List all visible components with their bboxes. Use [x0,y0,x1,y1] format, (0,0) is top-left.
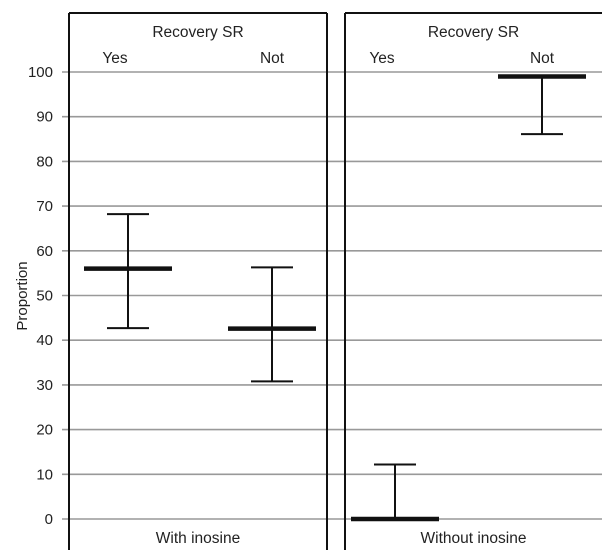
y-axis-label: Proportion [14,261,31,330]
group-label: Not [260,50,285,67]
group-label: Not [530,50,555,67]
y-tick-label: 70 [36,198,53,215]
y-tick-label: 40 [36,332,53,349]
y-tick-label: 10 [36,466,53,483]
error-bars [84,74,586,522]
panel-header: Recovery SR [428,24,519,41]
gridlines [62,71,602,520]
y-tick-label: 30 [36,377,53,394]
panel-header: Recovery SR [152,24,243,41]
y-tick-label: 60 [36,243,53,260]
group-label: Yes [102,50,128,67]
y-tick-label: 100 [28,64,53,81]
y-tick-label: 0 [45,511,53,528]
panel-footer: Without inosine [421,530,527,547]
y-tick-label: 90 [36,109,53,126]
y-tick-label: 20 [36,422,53,439]
panel-footer: With inosine [156,530,240,547]
y-tick-label: 50 [36,288,53,305]
panel-frames [68,12,602,550]
y-tick-label: 80 [36,153,53,170]
group-label: Yes [369,50,395,67]
chart-labels: 0 10 20 30 40 50 60 70 80 90 100 Proportion Recovery… [14,24,555,547]
